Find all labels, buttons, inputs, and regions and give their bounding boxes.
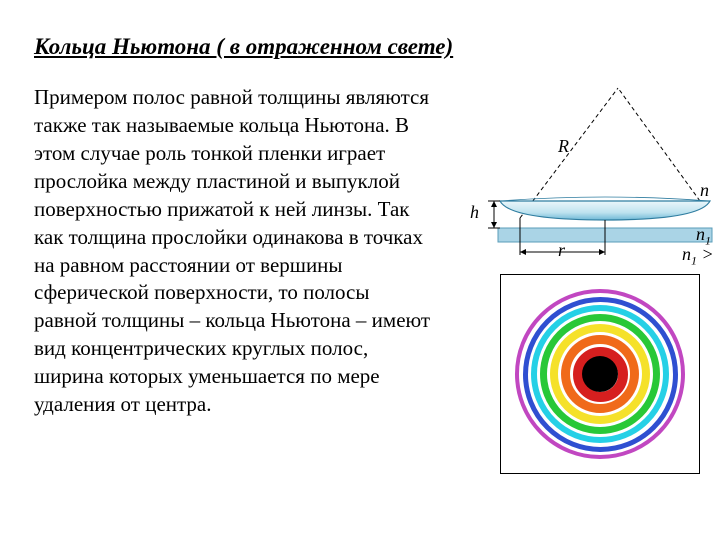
lens-svg xyxy=(450,80,720,270)
label-R: R xyxy=(558,136,569,157)
newton-ring-core xyxy=(582,356,618,392)
label-n1-base: n xyxy=(696,224,705,244)
label-r: r xyxy=(558,240,565,261)
rings-diagram xyxy=(500,274,700,474)
page-title: Кольца Ньютона ( в отраженном свете) xyxy=(34,34,700,60)
page: Кольца Ньютона ( в отраженном свете) При… xyxy=(0,0,720,540)
label-n: n xyxy=(700,180,709,201)
label-rel-n1: n xyxy=(682,244,691,264)
label-h: h xyxy=(470,202,479,223)
figures-column: R h r n n1 n1 > n xyxy=(450,80,720,474)
body-paragraph: Примером полос равной толщины являются т… xyxy=(34,84,434,419)
lens-diagram: R h r n n1 n1 > n xyxy=(450,80,720,270)
